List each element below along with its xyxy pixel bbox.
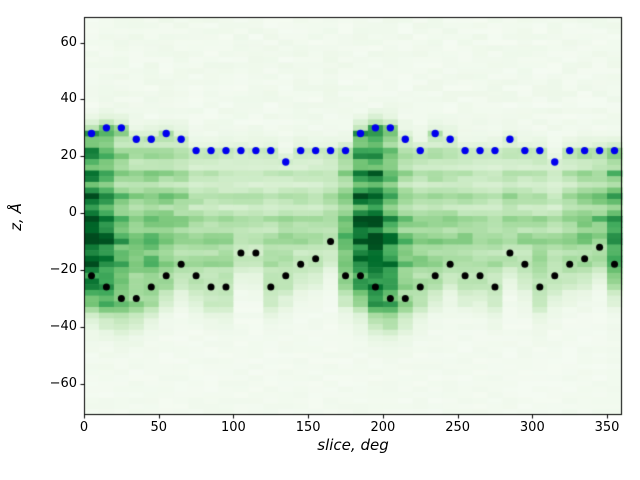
y-tick-label: 40: [60, 91, 77, 107]
x-axis-label: slice, deg: [317, 436, 389, 454]
x-tick-label: 0: [79, 420, 89, 435]
x-tick-label: 250: [445, 420, 471, 435]
y-tick-label: 0: [68, 205, 77, 221]
y-tick-label: 60: [60, 34, 77, 50]
x-tick-label: 150: [295, 420, 321, 435]
y-axis-label: z, Å: [7, 203, 25, 231]
y-tick-label: −20: [49, 262, 77, 277]
x-tick-label: 50: [150, 420, 167, 435]
x-tick-label: 100: [221, 420, 246, 435]
y-tick-label: −40: [49, 318, 77, 334]
x-tick-label: 350: [594, 420, 620, 435]
x-tick-label: 200: [370, 420, 396, 435]
y-tick-label: −60: [49, 375, 77, 391]
x-tick-label: 300: [519, 420, 545, 435]
y-tick-label: 20: [60, 148, 77, 164]
